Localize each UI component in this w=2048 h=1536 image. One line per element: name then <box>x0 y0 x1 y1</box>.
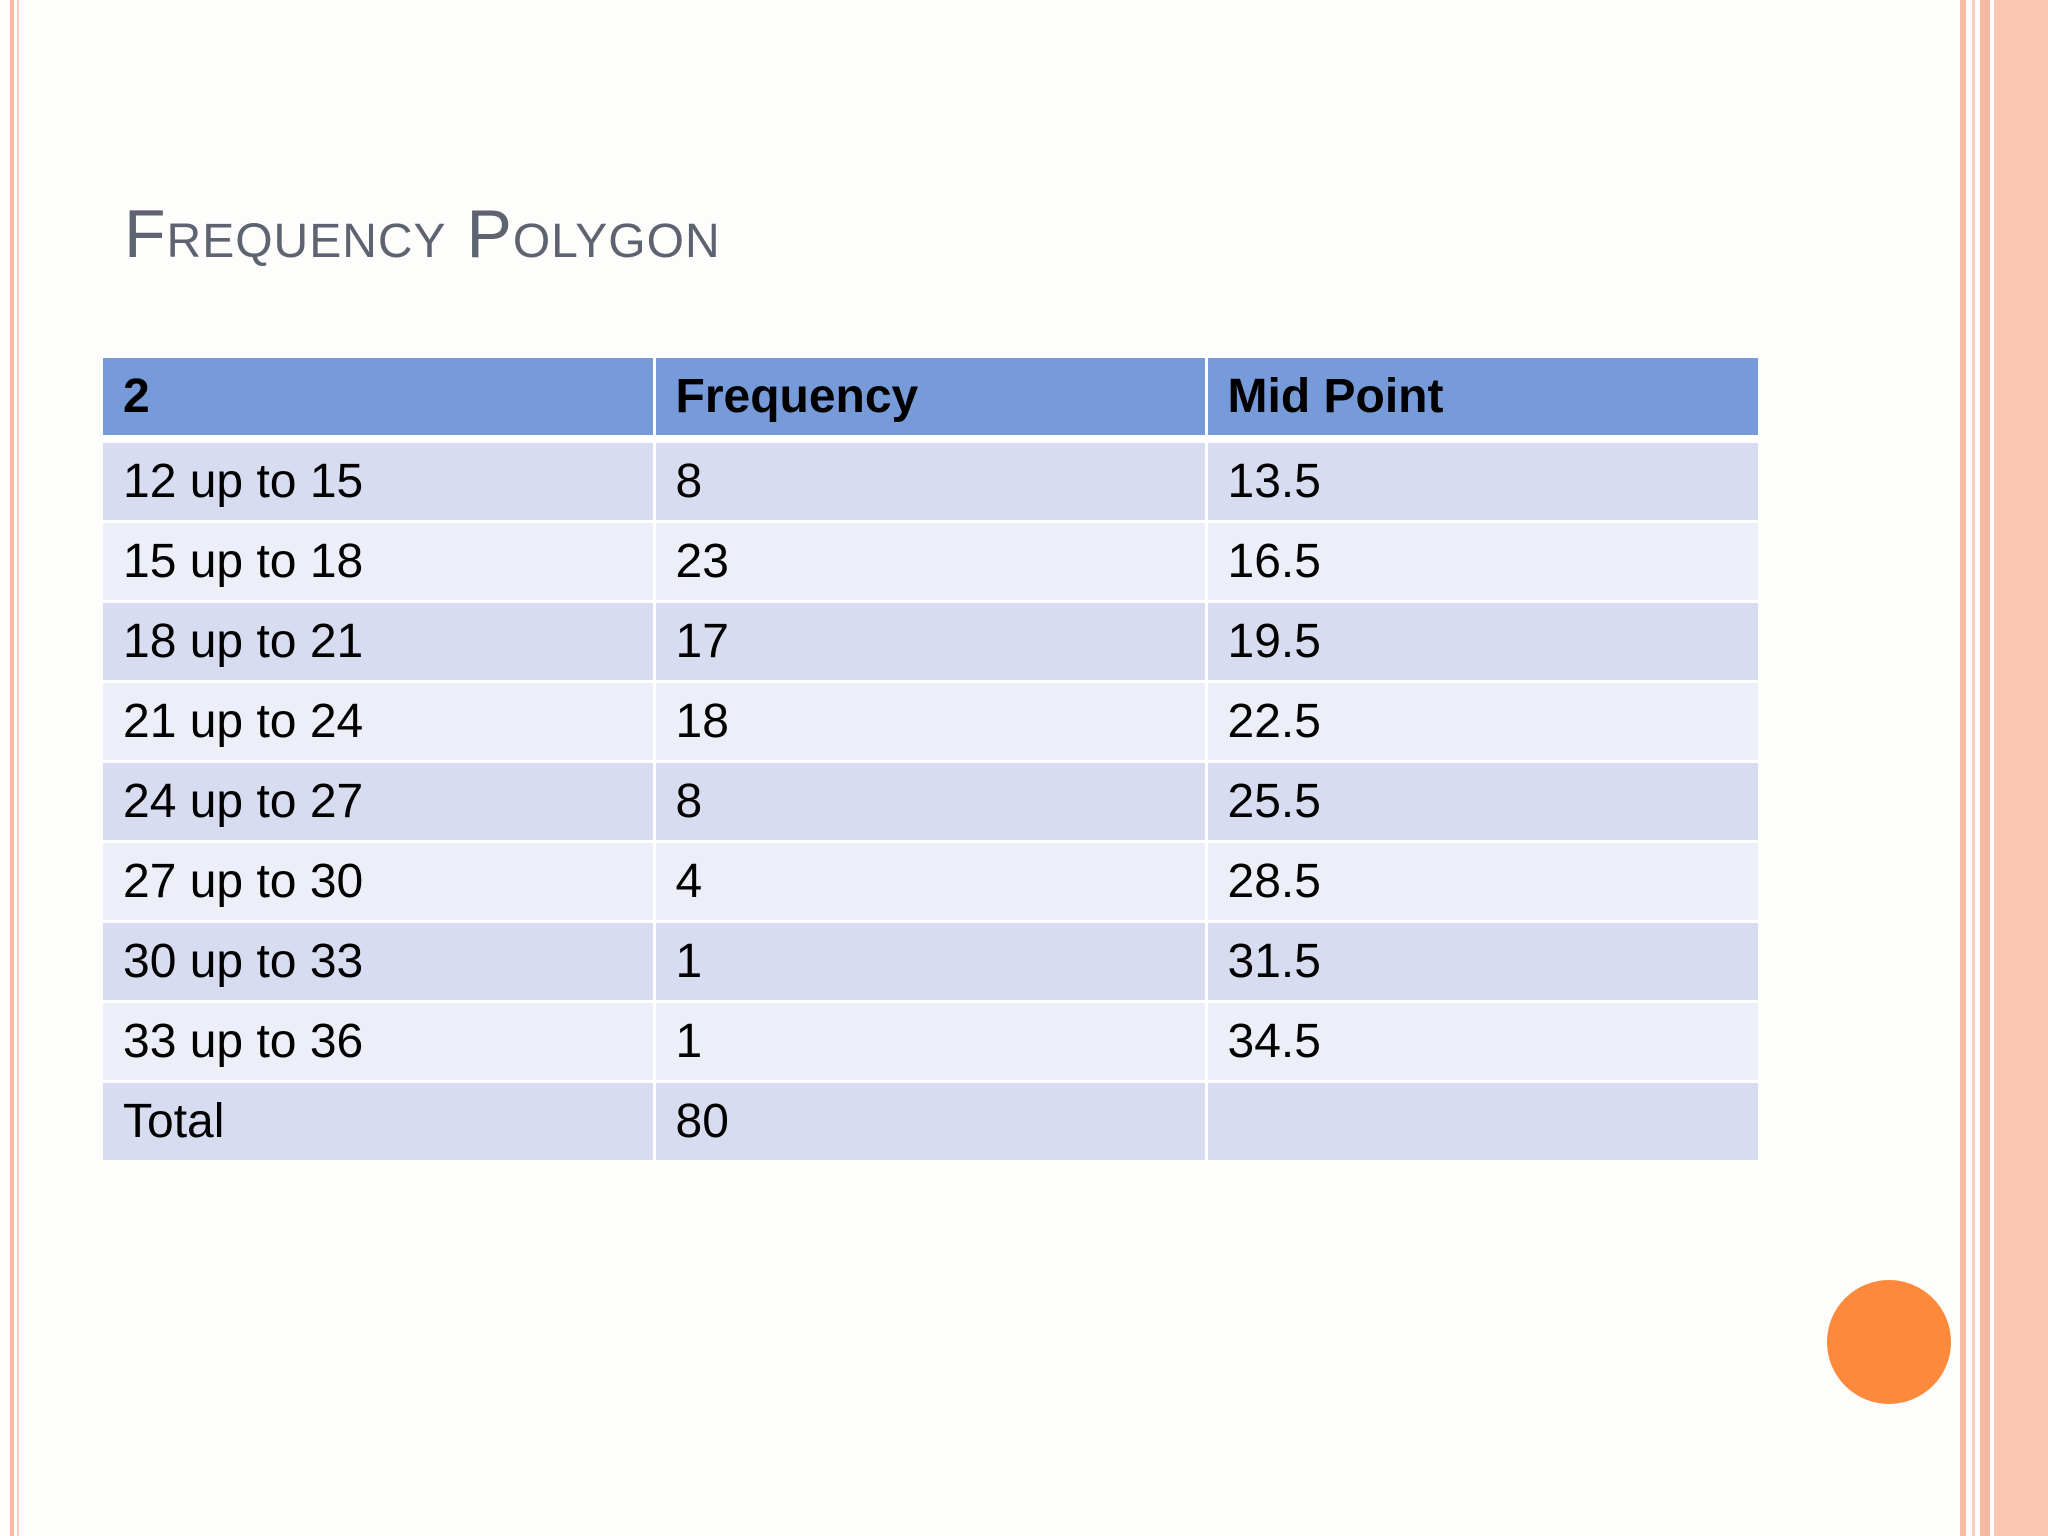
class-interval-cell: 15 up to 18 <box>103 520 656 603</box>
column-header-frequency: Frequency <box>652 358 1208 443</box>
frequency-table: 2 Frequency Mid Point 12 up to 15 8 13.5… <box>103 358 1758 1160</box>
table-row: 21 up to 24 18 22.5 <box>103 680 1758 763</box>
table-row: 12 up to 15 8 13.5 <box>103 437 1758 523</box>
frequency-cell: 1 <box>652 1000 1208 1083</box>
mid-point-cell: 31.5 <box>1204 920 1758 1003</box>
class-interval-cell: 12 up to 15 <box>103 437 656 523</box>
mid-point-cell: 13.5 <box>1204 437 1758 523</box>
frequency-cell: 23 <box>652 520 1208 603</box>
table-row: 15 up to 18 23 16.5 <box>103 520 1758 603</box>
class-interval-cell: 18 up to 21 <box>103 600 656 683</box>
mid-point-cell: 25.5 <box>1204 760 1758 843</box>
right-border-stripe <box>1972 0 1975 1536</box>
total-frequency-cell: 80 <box>652 1080 1208 1160</box>
table-header-row: 2 Frequency Mid Point <box>103 358 1758 443</box>
mid-point-cell: 19.5 <box>1204 600 1758 683</box>
right-border-stripe <box>1960 0 1966 1536</box>
slide-title: Frequency Polygon <box>124 196 721 272</box>
orange-circle-decoration <box>1827 1280 1951 1404</box>
column-header-class: 2 <box>103 358 656 443</box>
table-row: 18 up to 21 17 19.5 <box>103 600 1758 683</box>
class-interval-cell: 33 up to 36 <box>103 1000 656 1083</box>
frequency-cell: 8 <box>652 760 1208 843</box>
right-border-band <box>1994 0 2048 1536</box>
table-row: 33 up to 36 1 34.5 <box>103 1000 1758 1083</box>
left-border-stripe-thin <box>17 0 19 1536</box>
class-interval-cell: 27 up to 30 <box>103 840 656 923</box>
frequency-cell: 17 <box>652 600 1208 683</box>
total-label-cell: Total <box>103 1080 656 1160</box>
table-row: 27 up to 30 4 28.5 <box>103 840 1758 923</box>
table-row: 30 up to 33 1 31.5 <box>103 920 1758 1003</box>
frequency-cell: 18 <box>652 680 1208 763</box>
class-interval-cell: 21 up to 24 <box>103 680 656 763</box>
mid-point-cell: 34.5 <box>1204 1000 1758 1083</box>
mid-point-cell: 16.5 <box>1204 520 1758 603</box>
right-border-stripe <box>1980 0 1990 1536</box>
table-row: 24 up to 27 8 25.5 <box>103 760 1758 843</box>
frequency-cell: 4 <box>652 840 1208 923</box>
table-total-row: Total 80 <box>103 1080 1758 1160</box>
class-interval-cell: 24 up to 27 <box>103 760 656 843</box>
left-border-stripe <box>10 0 14 1536</box>
mid-point-cell: 28.5 <box>1204 840 1758 923</box>
class-interval-cell: 30 up to 33 <box>103 920 656 1003</box>
mid-point-cell: 22.5 <box>1204 680 1758 763</box>
total-mid-point-cell <box>1204 1080 1758 1160</box>
frequency-cell: 8 <box>652 437 1208 523</box>
column-header-mid-point: Mid Point <box>1204 358 1758 443</box>
frequency-cell: 1 <box>652 920 1208 1003</box>
